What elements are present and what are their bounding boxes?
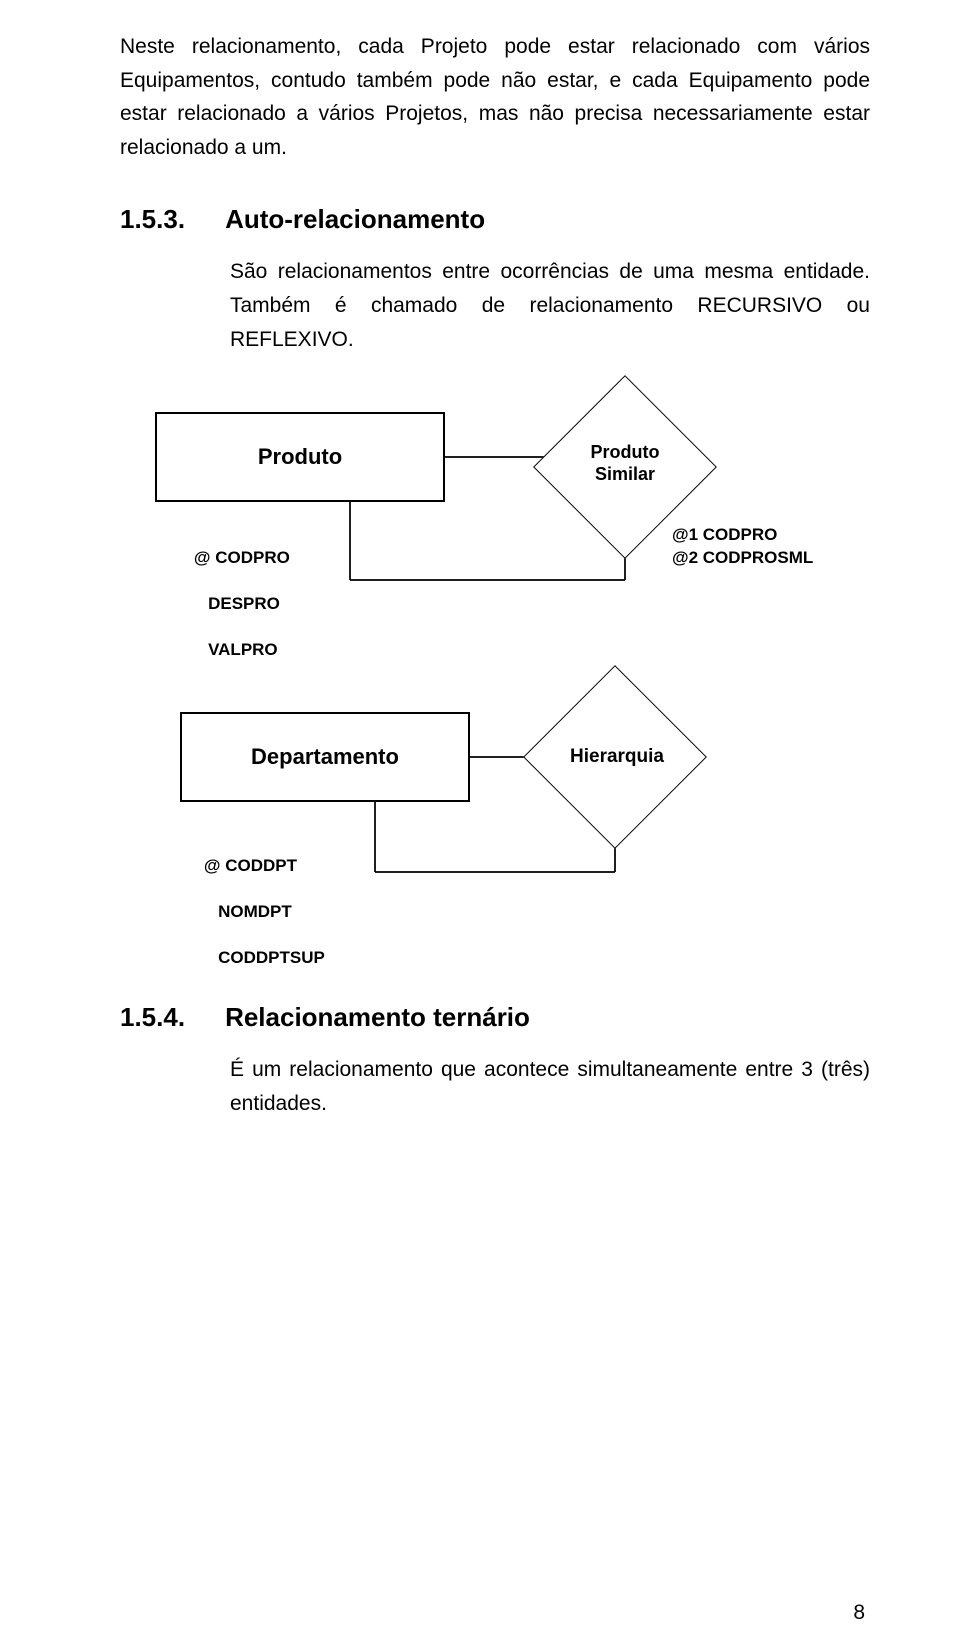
- attr-line: @ CODPRO: [194, 548, 290, 567]
- attr-line: @1 CODPRO: [672, 525, 777, 544]
- attr-line: CODDPTSUP: [204, 948, 325, 967]
- entity-departamento-attrs: @ CODDPT NOMDPT CODDPTSUP: [185, 832, 325, 993]
- entity-produto: Produto: [155, 412, 445, 502]
- relationship-hierarquia: [523, 665, 707, 849]
- relationship-produto-similar-attrs: @1 CODPRO @2 CODPROSML: [672, 524, 813, 570]
- entity-departamento-label: Departamento: [251, 744, 399, 770]
- attr-line: VALPRO: [194, 640, 278, 659]
- intro-paragraph: Neste relacionamento, cada Projeto pode …: [120, 30, 870, 164]
- attr-line: NOMDPT: [204, 902, 292, 921]
- page-number: 8: [853, 1601, 865, 1625]
- attr-line: @ CODDPT: [204, 856, 297, 875]
- section-1-5-4-heading: 1.5.4. Relacionamento ternário: [120, 1002, 870, 1033]
- attr-line: DESPRO: [194, 594, 280, 613]
- section-1-5-3-text: São relacionamentos entre ocorrências de…: [230, 255, 870, 356]
- section-title: Relacionamento ternário: [225, 1002, 530, 1033]
- section-number: 1.5.4.: [120, 1002, 185, 1033]
- entity-produto-attrs: @ CODPRO DESPRO VALPRO: [175, 524, 290, 685]
- section-title: Auto-relacionamento: [225, 204, 485, 235]
- entity-produto-label: Produto: [258, 444, 342, 470]
- section-1-5-4-text: É um relacionamento que acontece simulta…: [230, 1053, 870, 1120]
- section-number: 1.5.3.: [120, 204, 185, 235]
- section-1-5-3-heading: 1.5.3. Auto-relacionamento: [120, 204, 870, 235]
- diagram-departamento: Departamento Hierarquia @ CODDPT NOMDPT …: [120, 692, 820, 942]
- diagram-produto: Produto Produto Similar @ CODPRO DESPRO …: [120, 392, 820, 652]
- attr-line: @2 CODPROSML: [672, 548, 813, 567]
- entity-departamento: Departamento: [180, 712, 470, 802]
